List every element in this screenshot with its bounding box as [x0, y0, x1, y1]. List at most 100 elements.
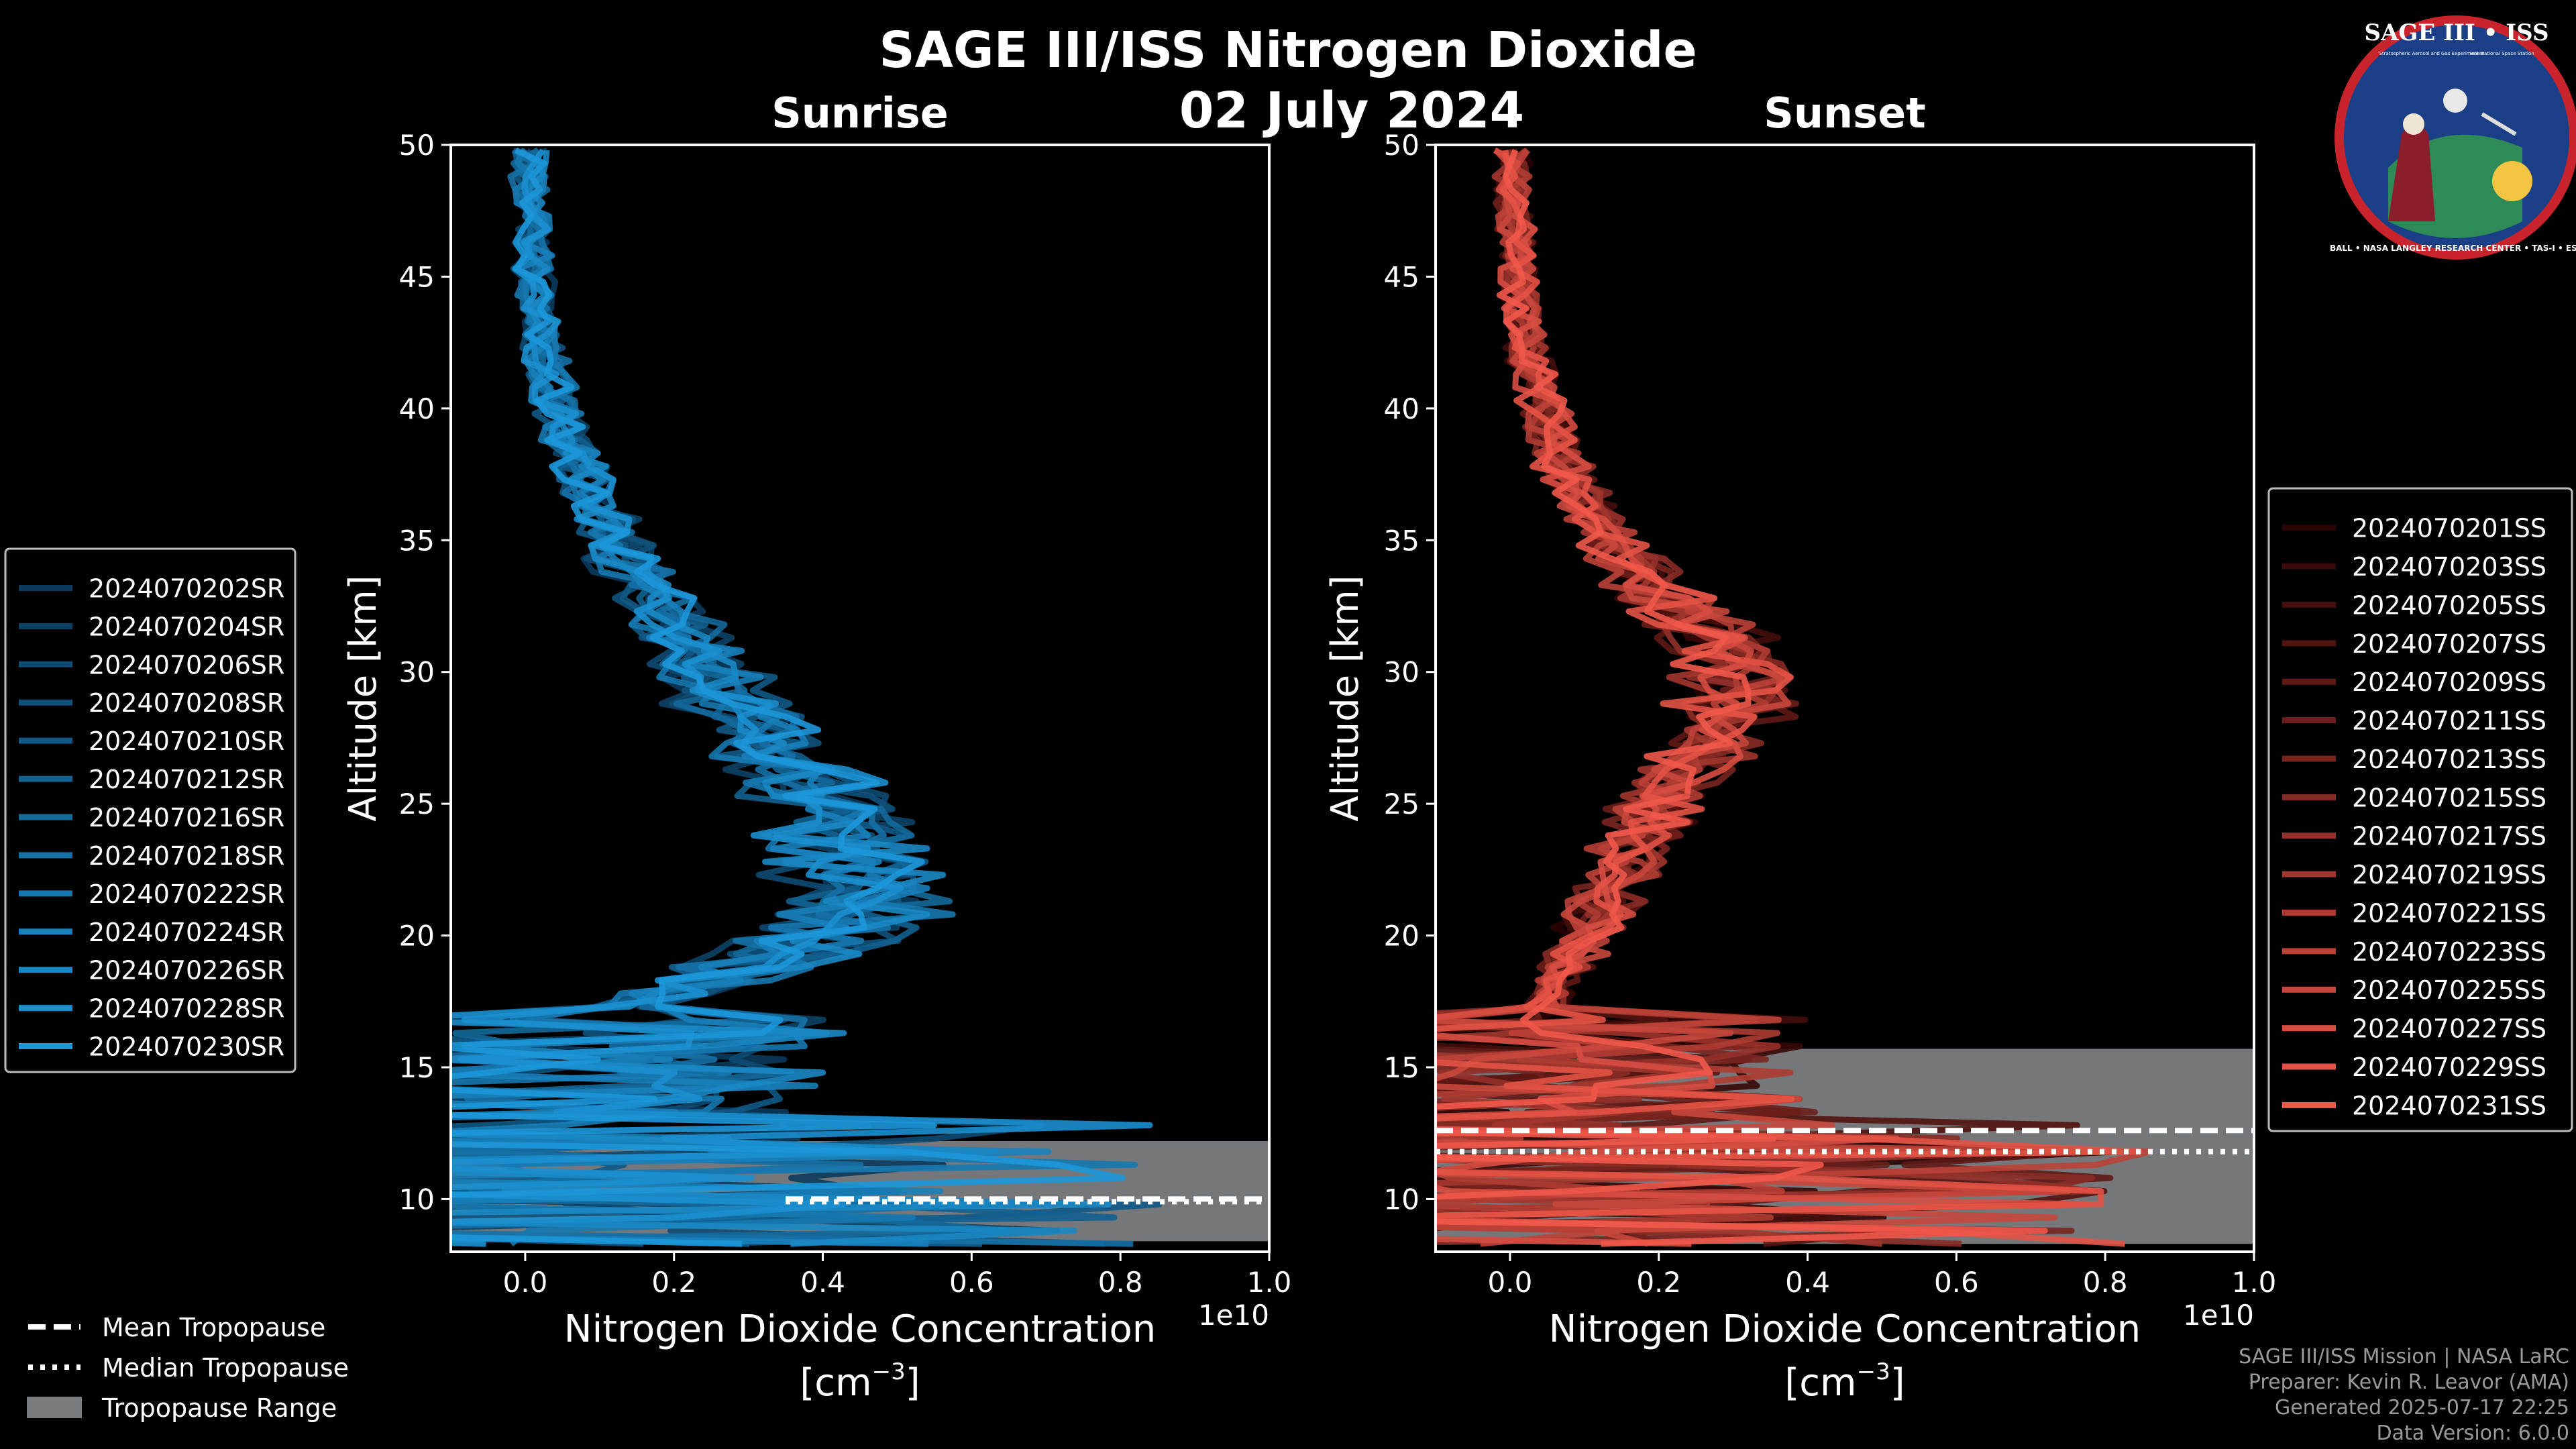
tropopause-legend: Mean Tropopause Median Tropopause Tropop… — [27, 1313, 349, 1423]
legend-label: 2024070227SS — [2352, 1014, 2546, 1044]
figure-footer: SAGE III/ISS Mission | NASA LaRC Prepare… — [2239, 1344, 2569, 1446]
y-tick-label: 20 — [399, 920, 435, 953]
median-tropopause-label: Median Tropopause — [102, 1353, 349, 1383]
footer-preparer: Preparer: Kevin R. Leavor (AMA) — [2248, 1371, 2569, 1394]
legend-box — [4, 547, 297, 1073]
logo-ring-text: BALL • NASA LANGLEY RESEARCH CENTER • TA… — [2330, 244, 2576, 253]
y-tick-label: 15 — [1384, 1051, 1419, 1084]
x-scale-label: 1e10 — [2183, 1299, 2254, 1332]
profile-line-2024070221SS — [1436, 148, 1794, 1230]
logo-name: SAGE III • ISS — [2364, 19, 2548, 46]
x-tick-label: 0.2 — [651, 1266, 696, 1299]
profile-line-2024070228SR — [451, 148, 1153, 1247]
x-axis-label: Nitrogen Dioxide Concentration — [1549, 1307, 2141, 1351]
profile-line-2024070231SS — [1436, 149, 2048, 1247]
y-tick-label: 20 — [1384, 920, 1419, 953]
legend-label: 2024070222SR — [89, 879, 284, 909]
y-tick-label: 45 — [399, 260, 435, 293]
legend-label: 2024070208SR — [89, 688, 284, 718]
legend-label: 2024070216SR — [89, 803, 284, 833]
moon-icon — [2443, 89, 2467, 113]
legend-label: 2024070217SS — [2352, 822, 2546, 851]
legend-label: 2024070201SS — [2352, 514, 2546, 543]
x-tick-label: 0.4 — [800, 1266, 845, 1299]
sage-iii-iss-logo: SAGE III • ISS Stratospheric Aerosol and… — [2330, 15, 2576, 260]
y-tick-label: 15 — [399, 1051, 435, 1084]
sun-icon — [2492, 161, 2532, 201]
y-tick-label: 25 — [1384, 788, 1419, 820]
mean-tropopause-label: Mean Tropopause — [102, 1313, 325, 1342]
x-tick-label: 0.4 — [1785, 1266, 1830, 1299]
plot-frame — [449, 144, 1271, 1253]
y-tick-label: 25 — [399, 788, 435, 820]
y-tick-label: 35 — [399, 524, 435, 557]
x-axis-unit: [cm−3] — [800, 1358, 920, 1405]
legend-label: 2024070223SS — [2352, 937, 2546, 967]
y-tick-label: 30 — [1384, 656, 1419, 689]
legend-label: 2024070207SS — [2352, 629, 2546, 659]
x-tick-label: 1.0 — [1247, 1266, 1292, 1299]
legend-label: 2024070221SS — [2352, 898, 2546, 928]
legend-label: 2024070210SR — [89, 727, 284, 756]
y-tick-label: 10 — [399, 1183, 435, 1216]
profile-line-2024070230SR — [451, 147, 1126, 1247]
x-tick-label: 0.8 — [2083, 1266, 2128, 1299]
y-tick-label: 35 — [1384, 524, 1419, 557]
sunset-panel: 0.0 0.2 0.4 0.6 0.8 1.0 10 15 20 25 30 35 40 45 50 Su… — [1324, 89, 2277, 1405]
legend-label: 2024070231SS — [2352, 1091, 2546, 1120]
y-tick-label: 40 — [399, 392, 435, 425]
legend-label: 2024070203SS — [2352, 552, 2546, 582]
y-tick-label: 45 — [1384, 260, 1419, 293]
x-scale-label: 1e10 — [1198, 1299, 1269, 1332]
x-axis-unit: [cm−3] — [1784, 1358, 1904, 1405]
x-tick-label: 0.0 — [1488, 1266, 1533, 1299]
legend-label: 2024070213SS — [2352, 745, 2546, 774]
y-tick-label: 30 — [399, 656, 435, 689]
footer-mission: SAGE III/ISS Mission | NASA LaRC — [2239, 1345, 2569, 1368]
figure-title: SAGE III/ISS Nitrogen Dioxide — [879, 21, 1697, 79]
y-tick-label: 50 — [1384, 129, 1419, 162]
figure-icon — [2388, 124, 2435, 221]
footer-version: Data Version: 6.0.0 — [2376, 1421, 2569, 1445]
legend-label: 2024070202SR — [89, 574, 284, 603]
footer-generated: Generated 2025-07-17 22:25 — [2274, 1396, 2569, 1419]
legend-label: 2024070215SS — [2352, 783, 2546, 812]
legend-label: 2024070229SS — [2352, 1053, 2546, 1082]
sunrise-panel: 0.0 0.2 0.4 0.6 0.8 1.0 10 15 20 25 30 35 40 45 50 Su… — [341, 89, 1292, 1405]
legend-box — [2267, 487, 2573, 1132]
y-axis-label: Altitude [km] — [341, 575, 385, 821]
panel-subtitle: Sunrise — [771, 89, 949, 138]
legend-label: 2024070226SR — [89, 956, 284, 985]
legend-label: 2024070211SS — [2352, 706, 2546, 736]
x-tick-label: 1.0 — [2232, 1266, 2277, 1299]
x-tick-label: 0.2 — [1636, 1266, 1681, 1299]
legend-label: 2024070205SS — [2352, 590, 2546, 620]
legend-label: 2024070224SR — [89, 918, 284, 947]
legend-label: 2024070209SS — [2352, 667, 2546, 697]
figure-date: 02 July 2024 — [1179, 82, 1524, 140]
x-axis-label: Nitrogen Dioxide Concentration — [564, 1307, 1157, 1351]
legend-label: 2024070204SR — [89, 612, 284, 641]
y-axis-label: Altitude [km] — [1324, 575, 1367, 821]
figure-head-icon — [2403, 113, 2424, 135]
legend-label: 2024070228SR — [89, 994, 284, 1024]
logo-subline-2: International Space Station — [2470, 51, 2534, 56]
x-tick-label: 0.0 — [503, 1266, 548, 1299]
tropopause-range-swatch — [27, 1397, 82, 1418]
y-tick-label: 50 — [399, 129, 435, 162]
plot-frame — [1434, 144, 2255, 1253]
iss-icon — [2481, 112, 2517, 136]
y-tick-label: 40 — [1384, 392, 1419, 425]
legend-label: 2024070230SR — [89, 1032, 284, 1062]
legend-label: 2024070225SS — [2352, 975, 2546, 1005]
x-tick-label: 0.6 — [1934, 1266, 1979, 1299]
x-tick-label: 0.8 — [1098, 1266, 1143, 1299]
legend-label: 2024070218SR — [89, 841, 284, 871]
panel-subtitle: Sunset — [1764, 89, 1926, 138]
sunrise-legend: 2024070202SR 2024070204SR 2024070206SR 2024… — [4, 547, 297, 1073]
legend-label: 2024070212SR — [89, 765, 284, 794]
tropopause-range-label: Tropopause Range — [101, 1393, 337, 1423]
sunset-legend: 2024070201SS 2024070203SS 2024070205SS 2024… — [2267, 487, 2573, 1132]
y-tick-label: 10 — [1384, 1183, 1419, 1216]
